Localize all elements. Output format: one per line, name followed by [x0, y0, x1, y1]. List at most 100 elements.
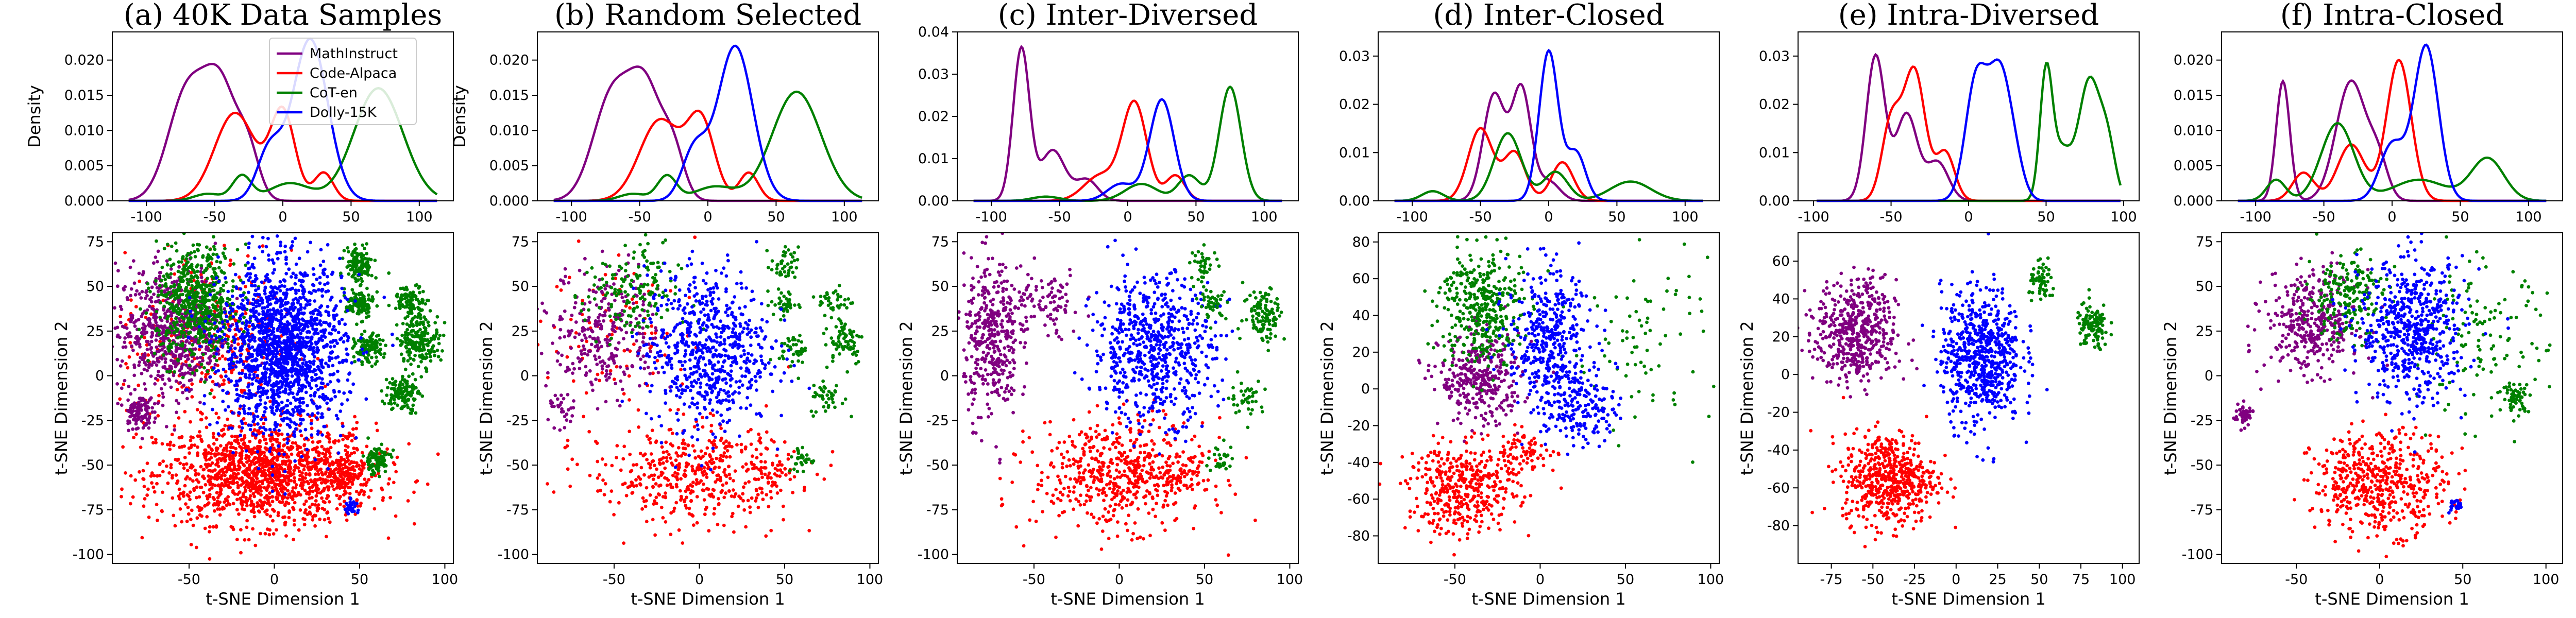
- scatter-point: [198, 401, 202, 404]
- scatter-point: [282, 452, 286, 456]
- scatter-point: [209, 447, 213, 451]
- scatter-point: [180, 214, 184, 218]
- scatter-point: [144, 311, 148, 315]
- scatter-point: [242, 363, 245, 366]
- scatter-point: [230, 434, 234, 438]
- scatter-point: [183, 289, 187, 293]
- scatter-point: [133, 324, 137, 328]
- scatter-point: [426, 331, 430, 335]
- scatter-point: [147, 317, 151, 321]
- scatter-point: [253, 467, 258, 471]
- scatter-point: [320, 496, 324, 500]
- scatter-point: [306, 512, 310, 517]
- scatter-point: [403, 333, 408, 337]
- scatter-point: [302, 468, 306, 472]
- scatter-point: [180, 316, 184, 319]
- scatter-point: [267, 495, 270, 499]
- scatter-point: [165, 310, 170, 314]
- scatter-point: [342, 249, 346, 253]
- scatter-point: [264, 437, 267, 441]
- scatter-point: [200, 318, 204, 321]
- scatter-point: [360, 363, 364, 367]
- scatter-point: [277, 484, 281, 488]
- scatter-point: [150, 331, 154, 335]
- scatter-point: [190, 314, 194, 318]
- scatter-point: [139, 296, 143, 300]
- scatter-point: [194, 545, 198, 550]
- scatter-point: [150, 363, 154, 367]
- scatter-point: [160, 442, 164, 446]
- scatter-point: [125, 296, 129, 300]
- scatter-point: [239, 551, 243, 555]
- scatter-point: [222, 448, 226, 452]
- scatter-point: [278, 464, 281, 467]
- scatter-point: [268, 470, 272, 474]
- scatter-point: [208, 483, 212, 487]
- scatter-point: [143, 423, 147, 427]
- scatter-point: [173, 370, 176, 374]
- scatter-point: [308, 496, 311, 500]
- scatter-point: [244, 421, 248, 425]
- scatter-point: [328, 520, 332, 524]
- scatter-point: [180, 331, 184, 335]
- scatter-point: [129, 287, 133, 291]
- scatter-point: [374, 362, 378, 366]
- scatter-point: [233, 464, 236, 468]
- scatter-point: [337, 321, 342, 325]
- scatter-point: [161, 373, 165, 377]
- scatter-point: [266, 477, 270, 481]
- scatter-point: [132, 321, 136, 324]
- scatter-point: [218, 444, 223, 448]
- scatter-point: [353, 272, 357, 276]
- cluster-code-alpaca: [112, 390, 440, 561]
- scatter-points: [112, 214, 447, 561]
- scatter-point: [435, 328, 438, 332]
- scatter-point: [409, 356, 412, 360]
- scatter-point: [178, 275, 182, 279]
- scatter-point: [284, 459, 288, 464]
- scatter-point: [276, 511, 280, 514]
- scatter-point: [375, 359, 379, 363]
- scatter-point: [231, 279, 235, 283]
- scatter-point: [395, 323, 399, 327]
- scatter-point: [293, 468, 296, 472]
- scatter-point: [123, 340, 127, 344]
- scatter-point: [155, 300, 159, 303]
- scatter-point: [354, 475, 359, 479]
- scatter-point: [313, 467, 317, 471]
- scatter-point: [272, 532, 276, 536]
- scatter-point: [215, 260, 219, 264]
- scatter-point: [173, 272, 177, 276]
- scatter-point: [237, 459, 241, 463]
- scatter-point: [327, 448, 330, 452]
- scatter-point: [371, 451, 375, 455]
- scatter-point: [229, 442, 233, 446]
- scatter-point: [200, 371, 204, 375]
- scatter-point: [177, 306, 180, 311]
- scatter-point: [251, 503, 256, 507]
- scatter-point: [149, 300, 154, 304]
- scatter-point: [243, 434, 247, 438]
- scatter-point: [367, 293, 370, 297]
- scatter-point: [172, 513, 176, 518]
- scatter-point: [320, 377, 324, 381]
- scatter-point: [310, 398, 314, 402]
- scatter-point: [328, 380, 332, 384]
- scatter-point: [160, 289, 163, 293]
- scatter-point: [211, 469, 214, 473]
- scatter-point: [393, 387, 396, 391]
- scatter-point: [396, 387, 400, 391]
- scatter-point: [204, 319, 207, 323]
- scatter-point: [304, 457, 309, 461]
- scatter-point: [182, 265, 186, 269]
- scatter-point: [152, 293, 156, 296]
- scatter-point: [160, 265, 164, 269]
- scatter-point: [309, 422, 313, 425]
- scatter-point: [234, 312, 238, 316]
- scatter-point: [313, 479, 316, 484]
- scatter-point: [278, 423, 282, 427]
- scatter-point: [416, 365, 420, 368]
- scatter-point: [348, 491, 352, 495]
- scatter-point: [415, 320, 419, 324]
- scatter-point: [366, 436, 370, 440]
